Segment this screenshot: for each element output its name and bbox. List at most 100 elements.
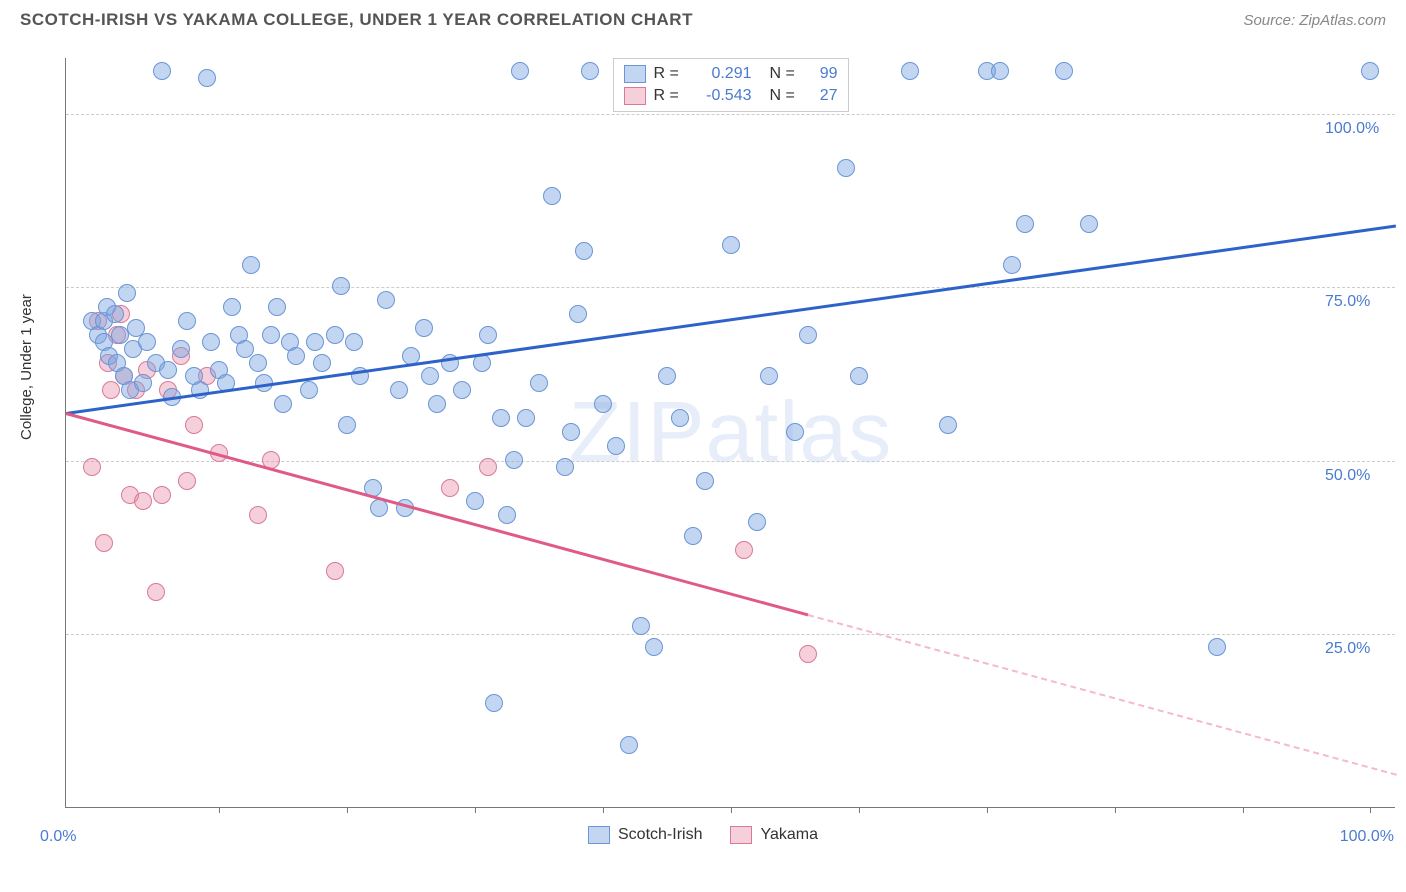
series-legend: Scotch-Irish Yakama [588,826,818,844]
watermark: ZIPatlas [569,383,892,482]
data-point [991,62,1009,80]
data-point [748,513,766,531]
correlation-legend: R =0.291N =99R =-0.543N =27 [613,58,849,112]
data-point [198,69,216,87]
legend-series-label: Scotch-Irish [618,826,702,844]
data-point [505,451,523,469]
data-point [138,333,156,351]
data-point [102,381,120,399]
data-point [799,645,817,663]
data-point [901,62,919,80]
legend-n-label: N = [770,65,800,83]
legend-series-label: Yakama [760,826,818,844]
y-tick-label: 25.0% [1325,640,1370,658]
data-point [178,472,196,490]
data-point [556,458,574,476]
data-point [134,492,152,510]
data-point [498,506,516,524]
data-point [95,534,113,552]
legend-item: Yakama [730,826,818,844]
data-point [492,409,510,427]
data-point [620,736,638,754]
legend-r-value: -0.543 [692,87,752,105]
data-point [274,395,292,413]
data-point [696,472,714,490]
data-point [185,416,203,434]
data-point [118,284,136,302]
data-point [202,333,220,351]
x-tick [1243,807,1244,813]
gridline [66,634,1395,635]
data-point [1361,62,1379,80]
data-point [1016,215,1034,233]
legend-n-label: N = [770,87,800,105]
data-point [569,305,587,323]
data-point [786,423,804,441]
data-point [1003,256,1021,274]
data-point [485,694,503,712]
y-tick-label: 100.0% [1325,120,1379,138]
data-point [658,367,676,385]
data-point [178,312,196,330]
data-point [543,187,561,205]
data-point [223,298,241,316]
data-point [760,367,778,385]
data-point [134,374,152,392]
data-point [722,236,740,254]
data-point [645,638,663,656]
x-tick [1115,807,1116,813]
data-point [428,395,446,413]
data-point [466,492,484,510]
y-tick-label: 75.0% [1325,293,1370,311]
gridline [66,287,1395,288]
legend-r-label: R = [654,87,684,105]
legend-n-value: 99 [808,65,838,83]
data-point [479,326,497,344]
chart-title: SCOTCH-IRISH VS YAKAMA COLLEGE, UNDER 1 … [20,10,693,30]
x-tick [987,807,988,813]
legend-swatch [588,826,610,844]
data-point [287,347,305,365]
x-tick [1370,807,1371,813]
data-point [172,340,190,358]
data-point [671,409,689,427]
data-point [306,333,324,351]
data-point [799,326,817,344]
data-point [338,416,356,434]
x-axis-min-label: 0.0% [40,828,76,846]
data-point [735,541,753,559]
data-point [1055,62,1073,80]
data-point [837,159,855,177]
data-point [326,562,344,580]
data-point [517,409,535,427]
x-tick [219,807,220,813]
y-tick-label: 50.0% [1325,467,1370,485]
data-point [581,62,599,80]
legend-row: R =-0.543N =27 [624,85,838,107]
data-point [377,291,395,309]
data-point [441,479,459,497]
y-axis-label: College, Under 1 year [18,294,35,440]
data-point [390,381,408,399]
x-tick [475,807,476,813]
data-point [242,256,260,274]
data-point [83,458,101,476]
legend-r-label: R = [654,65,684,83]
data-point [479,458,497,476]
source-attribution: Source: ZipAtlas.com [1243,12,1386,29]
legend-swatch [624,87,646,105]
data-point [607,437,625,455]
data-point [332,277,350,295]
data-point [345,333,363,351]
data-point [106,305,124,323]
data-point [249,354,267,372]
legend-row: R =0.291N =99 [624,63,838,85]
data-point [159,361,177,379]
data-point [684,527,702,545]
data-point [191,381,209,399]
data-point [262,326,280,344]
data-point [1080,215,1098,233]
data-point [370,499,388,517]
data-point [562,423,580,441]
data-point [850,367,868,385]
